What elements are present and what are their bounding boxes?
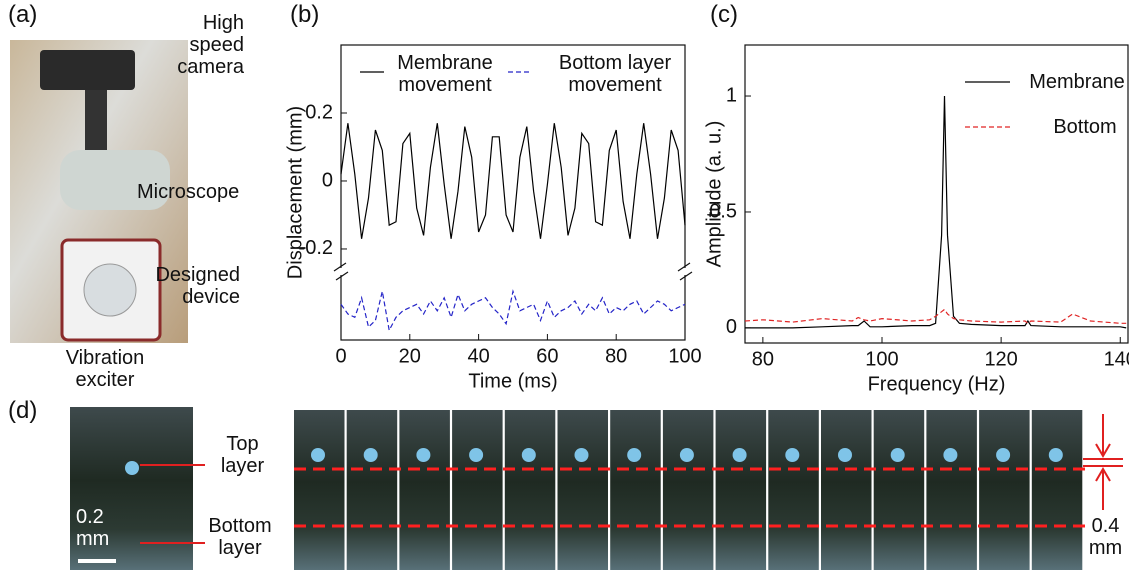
y-tick-label: 0.5 [709,200,737,222]
x-axis-label: Frequency (Hz) [868,373,1006,395]
frame [873,410,925,570]
microscope-label: Microscope [137,181,240,203]
panel-label: (b) [290,1,320,28]
y-tick-label: 0 [726,316,737,338]
frame [1031,410,1083,570]
x-tick-label: 80 [605,345,627,367]
x-tick-label: 100 [865,348,898,370]
x-axis-label: Time (ms) [468,370,557,392]
series-line [340,289,686,333]
particle [125,461,139,475]
particle [996,448,1011,462]
series-line [340,123,686,239]
particle [521,448,536,462]
top-layer-label: Top layer [220,433,265,477]
arrows [1095,414,1111,510]
legend-label: Bottom [1053,116,1117,138]
legend-label: Bottom layer movement [558,52,672,96]
device-label: Designed device [155,264,240,308]
particle [469,448,484,462]
particle [679,448,694,462]
x-tick-label: 80 [752,348,774,370]
plot-frame [340,44,686,341]
x-tick-label: 140 [1104,348,1129,370]
y-axis-label: Amplitude (a. u.) [703,121,725,268]
spacing-label: 0.4 mm [1088,515,1123,559]
frame [768,410,819,570]
x-tick-label: 60 [536,345,558,367]
legend-label: Membrane [1029,71,1125,93]
scale-label: 0.2 mm [76,506,110,550]
frame [557,410,608,570]
frame [452,410,503,570]
legend-label: Membrane movement [397,52,493,96]
camera-label: High speed camera [177,12,244,78]
exciter-label: Vibration exciter [65,347,145,391]
y-tick-label: -0.2 [299,237,333,259]
frame [504,410,556,570]
frame [294,410,345,570]
particle [574,448,589,462]
particle [416,448,431,462]
plot-frame [744,44,1129,344]
axis-break [333,262,349,281]
particle [838,448,852,462]
frame [979,410,1030,570]
frame [662,410,714,570]
particle [890,448,905,462]
series-line [745,95,1127,329]
axis-break-gap [335,268,347,275]
x-tick-label: 20 [399,345,421,367]
particle [732,448,747,462]
y-tick-label: 1 [726,84,737,106]
frame [346,410,398,570]
y-tick-label: 0.2 [305,101,333,123]
axis-break [677,262,693,281]
particle [1048,448,1063,462]
panel-label: (a) [8,1,38,28]
panel-label: (c) [710,1,738,28]
frame-strip [294,410,1083,570]
particle [943,448,958,462]
y-axis-label: Displacement (mm) [284,106,306,279]
camera-body [40,50,135,90]
x-tick-label: 100 [668,345,701,367]
x-tick-label: 120 [984,348,1017,370]
x-tick-label: 40 [467,345,489,367]
frame [399,410,450,570]
frame [715,410,767,570]
particle [785,448,800,462]
device-disc [83,263,137,317]
particle [627,448,642,462]
frame [821,410,872,570]
axis-break-gap [679,268,691,275]
microscope-body [60,150,170,210]
particle [363,448,378,462]
y-tick-label: 0 [322,169,333,191]
frame [926,410,977,570]
frame [610,410,661,570]
x-tick-label: 0 [335,345,346,367]
particle [311,448,325,462]
panel-label: (d) [8,397,38,424]
bottom-layer-label: Bottom layer [208,515,272,559]
